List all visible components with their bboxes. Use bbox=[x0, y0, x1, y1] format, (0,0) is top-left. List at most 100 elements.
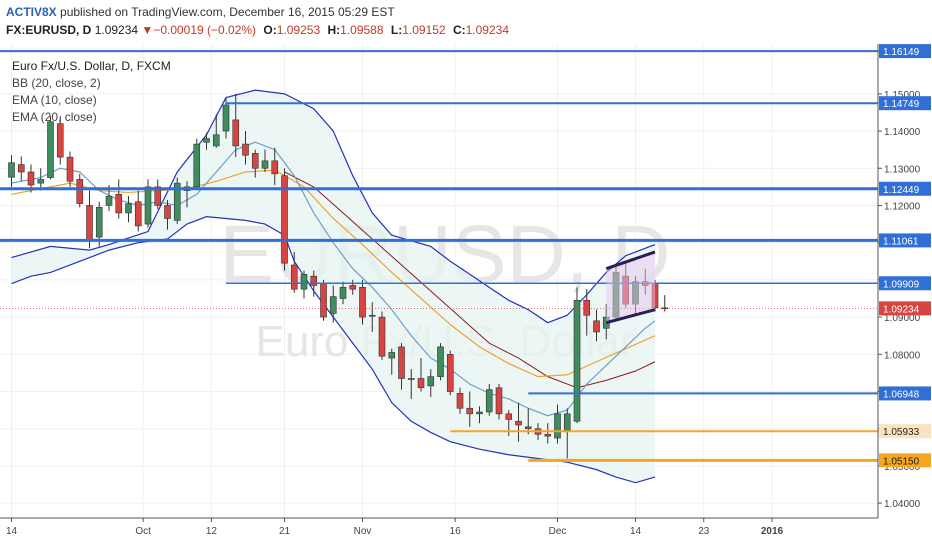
candle-body bbox=[437, 346, 444, 377]
price-chart[interactable]: EURUSD, D Euro Fx/U.S. Dollar 1.161491.1… bbox=[0, 44, 932, 550]
candle-body bbox=[368, 314, 376, 317]
candle-body bbox=[86, 205, 93, 242]
candle bbox=[456, 387, 464, 414]
author-name[interactable]: ACTIV8X bbox=[6, 5, 57, 19]
candle bbox=[417, 358, 425, 392]
price-axis[interactable]: 1.16149 1.15000 1.14000 1.13000 1.12000 1.110… bbox=[877, 44, 931, 518]
candle-body bbox=[388, 352, 396, 359]
price-label-text: 1.05933 bbox=[883, 427, 920, 438]
candle bbox=[281, 168, 288, 271]
price-label-box bbox=[879, 424, 931, 439]
price-tick-label: 1.12000 bbox=[884, 201, 921, 212]
candle-body bbox=[563, 413, 571, 431]
candle-body bbox=[339, 287, 347, 299]
candle-body bbox=[583, 300, 591, 316]
legend-title: Euro Fx/U.S. Dollar, D, FXCM bbox=[12, 59, 171, 73]
candle bbox=[290, 251, 298, 293]
candle-body bbox=[320, 283, 327, 318]
quote-line: FX:EURUSD, D 1.09234 ▼−0.00019 (−0.02%) … bbox=[6, 23, 509, 37]
change-value: −0.00019 (−0.02%) bbox=[153, 23, 257, 37]
candle bbox=[593, 309, 600, 342]
price-label-box bbox=[879, 453, 931, 468]
candle-body bbox=[310, 275, 318, 286]
candle bbox=[125, 196, 132, 223]
candle bbox=[437, 343, 444, 381]
candle-body bbox=[47, 121, 54, 178]
candle-body bbox=[144, 186, 152, 225]
price-label-box bbox=[879, 301, 931, 316]
candle bbox=[476, 406, 483, 424]
price-label-text: 1.12449 bbox=[883, 185, 920, 196]
candle bbox=[329, 285, 337, 323]
channel-drawing[interactable] bbox=[605, 250, 656, 325]
ema-slow-line bbox=[284, 171, 656, 389]
candle-body bbox=[329, 296, 337, 314]
price-label-box bbox=[879, 233, 931, 248]
candle bbox=[164, 199, 171, 230]
price-tick-label: 1.05000 bbox=[884, 462, 921, 473]
candle-body bbox=[232, 119, 240, 147]
candle bbox=[388, 348, 396, 375]
candle-body bbox=[466, 407, 474, 415]
candle bbox=[8, 155, 15, 187]
low-label: L: bbox=[390, 23, 403, 37]
price-label-box bbox=[879, 181, 931, 196]
horizontal-levels[interactable] bbox=[0, 50, 878, 462]
candle-body bbox=[134, 201, 142, 227]
candle-body bbox=[251, 153, 259, 169]
candle-body bbox=[505, 413, 513, 420]
high-label: H: bbox=[327, 23, 341, 37]
candle bbox=[173, 177, 181, 225]
candle-body bbox=[485, 389, 493, 413]
price-tick-label: 1.08000 bbox=[884, 350, 921, 361]
candle-body bbox=[290, 264, 298, 290]
candle-body bbox=[193, 143, 201, 188]
price-label-text: 1.05150 bbox=[883, 456, 920, 467]
channel-fill bbox=[606, 251, 655, 323]
candle bbox=[339, 281, 347, 305]
candle-body bbox=[544, 433, 552, 437]
legend-bb[interactable]: BB (20, close, 2) bbox=[12, 76, 101, 90]
candle bbox=[368, 302, 376, 332]
candle-body bbox=[456, 393, 464, 409]
price-label-box bbox=[879, 276, 931, 291]
candle bbox=[554, 404, 561, 444]
candle bbox=[320, 279, 327, 321]
down-arrow-icon: ▼ bbox=[141, 23, 154, 37]
candle bbox=[349, 279, 357, 295]
candle bbox=[76, 173, 84, 208]
candle bbox=[544, 423, 552, 444]
candle bbox=[661, 295, 669, 312]
candle bbox=[134, 190, 142, 232]
candle bbox=[212, 114, 220, 148]
candle-body bbox=[115, 194, 123, 214]
candle-body bbox=[125, 203, 132, 214]
legend-ema10[interactable]: EMA (10, close) bbox=[12, 93, 97, 107]
price-label-text: 1.11061 bbox=[883, 236, 919, 247]
candle-body bbox=[495, 387, 503, 415]
candle-body bbox=[554, 413, 561, 439]
open-value: 1.09253 bbox=[276, 23, 321, 37]
candle bbox=[47, 116, 54, 180]
candle-body bbox=[154, 186, 162, 206]
candle-body bbox=[164, 205, 171, 219]
price-label-text: 1.06948 bbox=[883, 389, 920, 400]
candle-body bbox=[593, 320, 600, 333]
price-tick-label: 1.09000 bbox=[884, 313, 921, 324]
candle-body bbox=[222, 104, 230, 132]
time-tick-label: 12 bbox=[206, 526, 218, 537]
chart-legend: Euro Fx/U.S. Dollar, D, FXCM BB (20, clo… bbox=[12, 58, 171, 126]
candle-body bbox=[76, 179, 84, 204]
candle bbox=[300, 270, 308, 299]
candle-body bbox=[203, 138, 210, 143]
candle bbox=[242, 131, 249, 165]
legend-ema20[interactable]: EMA (20, close) bbox=[12, 110, 97, 124]
high-value: 1.09588 bbox=[340, 23, 384, 37]
price-label-box bbox=[879, 96, 931, 111]
candle-body bbox=[524, 426, 532, 430]
candle bbox=[583, 289, 591, 336]
candle bbox=[378, 311, 386, 360]
price-tick-label: 1.15000 bbox=[884, 90, 921, 101]
time-axis[interactable]: 14 Oct 12 21 Nov 16 Dec 14 23 2016 bbox=[0, 517, 878, 537]
candle bbox=[515, 402, 522, 442]
